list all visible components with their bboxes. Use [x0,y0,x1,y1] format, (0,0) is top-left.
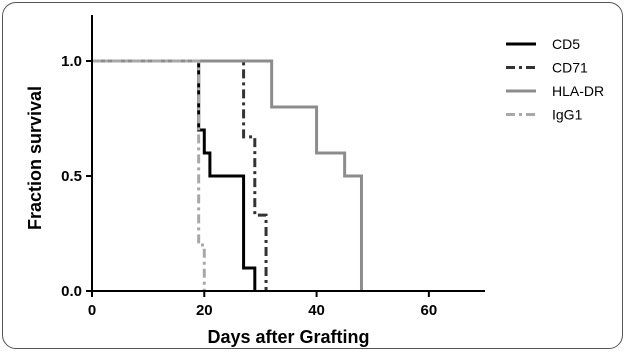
x-tick-label: 60 [421,302,438,319]
series-line-hla-dr [92,59,363,291]
series-line-igg1 [92,59,206,291]
x-tick-label: 0 [88,302,96,319]
series-line-cd5 [92,59,257,291]
x-axis-title: Days after Grafting [207,327,369,347]
y-tick-label: 0.0 [61,283,82,300]
legend-label-cd71: CD71 [552,60,588,76]
series-line-cd71 [92,59,268,291]
y-tick-label: 0.5 [61,168,82,185]
legend-label-cd5: CD5 [552,36,580,52]
x-tick-label: 20 [196,302,213,319]
legend-label-igg1: IgG1 [552,107,583,123]
chart-frame [2,2,623,349]
curves-layer [92,59,363,291]
x-tick-label: 40 [308,302,325,319]
y-tick-label: 1.0 [61,53,82,70]
y-axis-title: Fraction survival [25,86,45,230]
legend: CD5 CD71 HLA-DR IgG1 [506,36,604,123]
ticks-layer: 0 20 40 60 0.0 0.5 1.0 [61,53,437,319]
legend-label-hla-dr: HLA-DR [552,83,604,99]
